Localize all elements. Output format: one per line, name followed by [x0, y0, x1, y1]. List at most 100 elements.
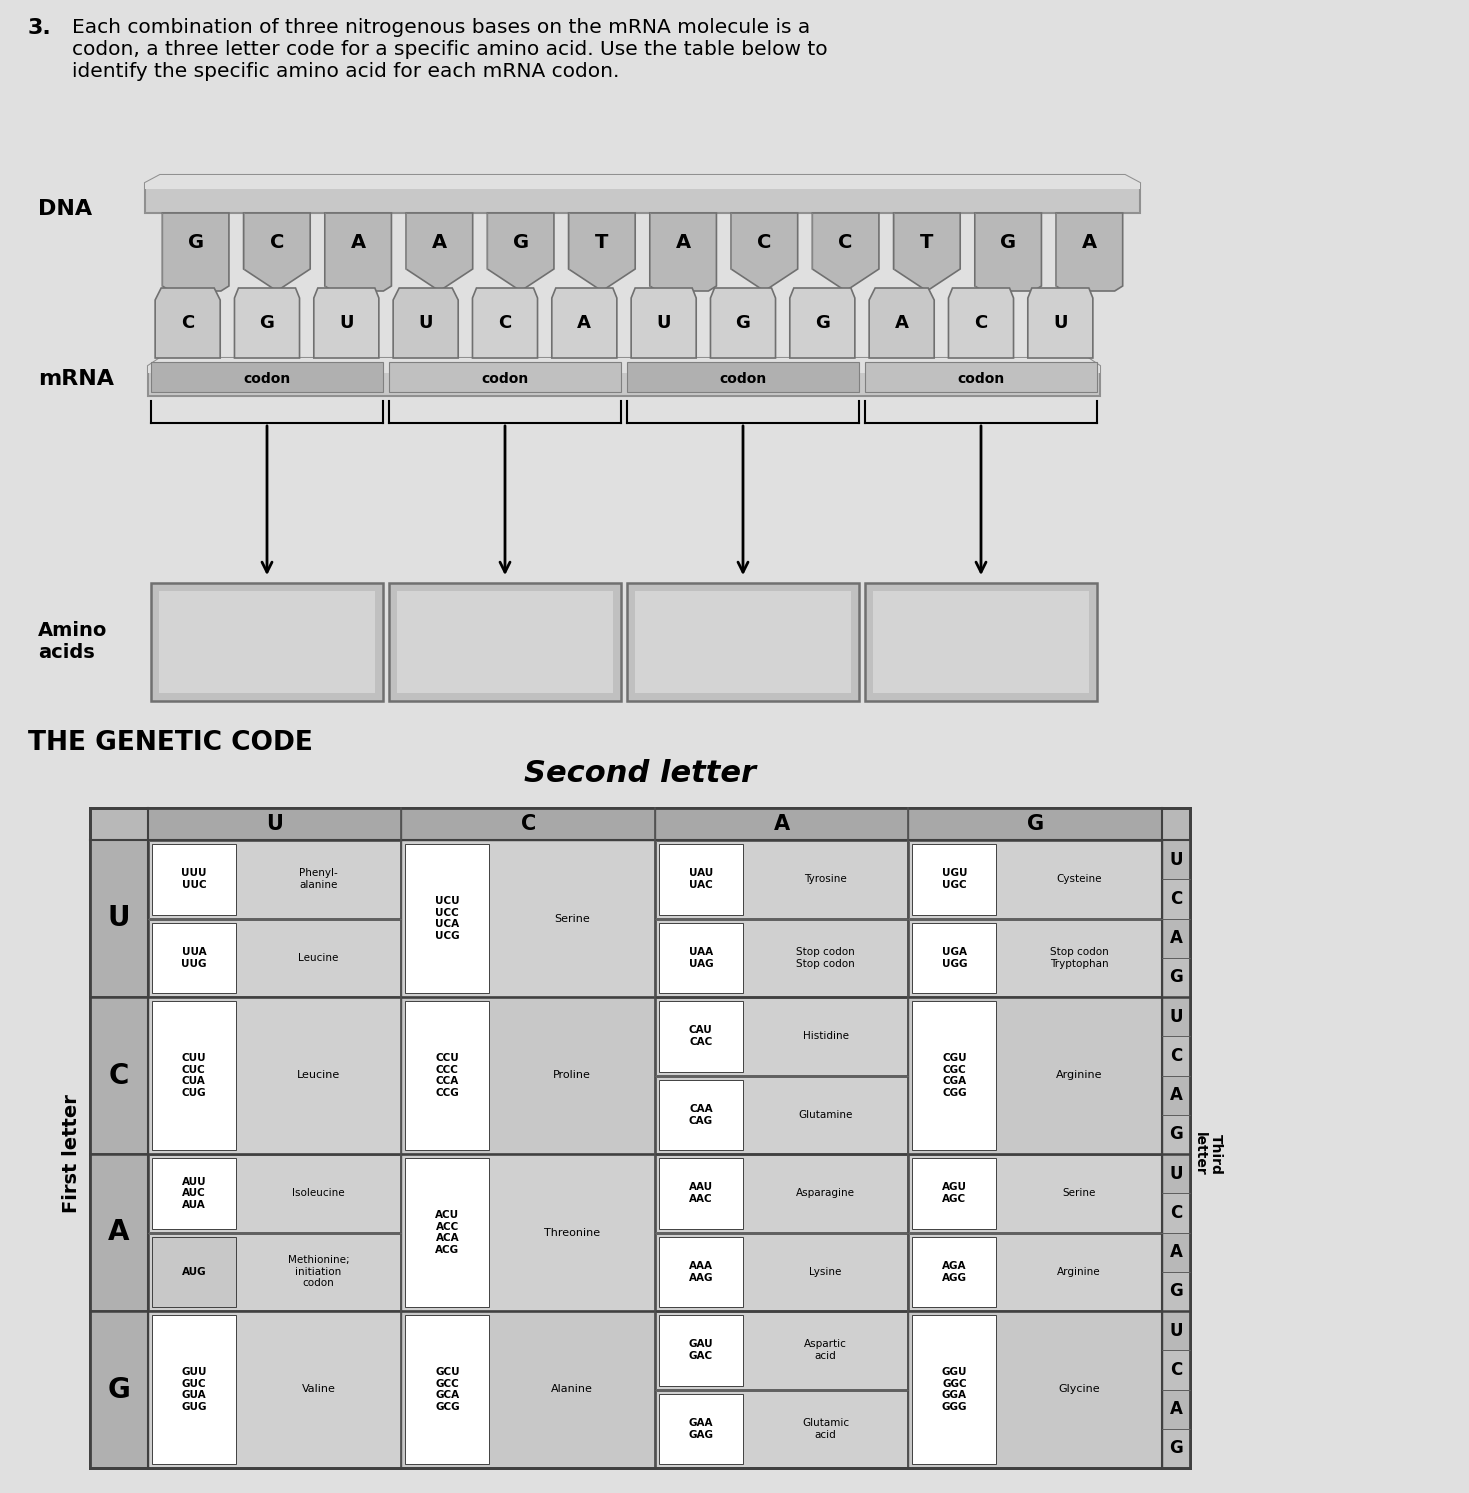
Text: Asparagine: Asparagine — [796, 1188, 855, 1199]
Text: C: C — [520, 814, 536, 835]
FancyBboxPatch shape — [657, 1233, 908, 1309]
Text: C: C — [974, 314, 987, 331]
FancyBboxPatch shape — [1162, 1154, 1190, 1193]
FancyBboxPatch shape — [660, 1079, 743, 1150]
Text: Phenyl-
alanine: Phenyl- alanine — [300, 869, 338, 890]
Polygon shape — [488, 213, 554, 291]
Polygon shape — [975, 213, 1042, 291]
FancyBboxPatch shape — [405, 1315, 489, 1465]
FancyBboxPatch shape — [1162, 1193, 1190, 1233]
FancyBboxPatch shape — [389, 582, 621, 702]
Text: G: G — [107, 1375, 131, 1403]
FancyBboxPatch shape — [151, 844, 235, 915]
FancyBboxPatch shape — [912, 1159, 996, 1229]
FancyBboxPatch shape — [908, 841, 1162, 997]
Text: Cysteine: Cysteine — [1056, 875, 1102, 884]
Text: Serine: Serine — [1062, 1188, 1096, 1199]
FancyBboxPatch shape — [90, 808, 1190, 1468]
Text: G: G — [188, 233, 204, 252]
Polygon shape — [148, 358, 1100, 396]
FancyBboxPatch shape — [405, 1000, 489, 1150]
Text: C: C — [1169, 1203, 1183, 1221]
Polygon shape — [405, 213, 473, 291]
Text: Leucine: Leucine — [298, 953, 339, 963]
Text: U: U — [107, 905, 131, 933]
Text: GAA
GAG: GAA GAG — [689, 1418, 714, 1439]
Polygon shape — [949, 288, 1014, 358]
Text: A: A — [774, 814, 790, 835]
Text: Arginine: Arginine — [1056, 1070, 1102, 1081]
FancyBboxPatch shape — [148, 1156, 401, 1232]
Polygon shape — [632, 288, 696, 358]
Text: A: A — [1081, 233, 1097, 252]
Text: A: A — [1169, 1400, 1183, 1418]
FancyBboxPatch shape — [1162, 1272, 1190, 1311]
Text: U: U — [1169, 1165, 1183, 1182]
Polygon shape — [1056, 213, 1122, 291]
Text: Aspartic
acid: Aspartic acid — [804, 1339, 848, 1362]
FancyBboxPatch shape — [148, 808, 1162, 841]
Text: UAA
UAG: UAA UAG — [689, 947, 712, 969]
FancyBboxPatch shape — [148, 1311, 401, 1468]
FancyBboxPatch shape — [401, 841, 655, 997]
Text: UCU
UCC
UCA
UCG: UCU UCC UCA UCG — [435, 896, 460, 941]
Text: AUU
AUC
AUA: AUU AUC AUA — [182, 1176, 206, 1209]
FancyBboxPatch shape — [909, 841, 1161, 918]
FancyBboxPatch shape — [151, 582, 383, 702]
Text: G: G — [815, 314, 830, 331]
FancyBboxPatch shape — [657, 997, 908, 1075]
Text: AAU
AAC: AAU AAC — [689, 1182, 712, 1203]
Text: Alanine: Alanine — [551, 1384, 593, 1394]
FancyBboxPatch shape — [151, 1159, 235, 1229]
FancyBboxPatch shape — [389, 361, 621, 393]
Polygon shape — [711, 288, 776, 358]
FancyBboxPatch shape — [1162, 957, 1190, 997]
FancyBboxPatch shape — [151, 1000, 235, 1150]
Polygon shape — [790, 288, 855, 358]
Text: A: A — [1169, 1085, 1183, 1105]
FancyBboxPatch shape — [1162, 918, 1190, 957]
Text: GUU
GUC
GUA
GUG: GUU GUC GUA GUG — [181, 1368, 207, 1412]
Text: A: A — [676, 233, 690, 252]
Text: 3.: 3. — [28, 18, 51, 37]
Text: Third
letter: Third letter — [1193, 1132, 1224, 1176]
FancyBboxPatch shape — [1162, 1350, 1190, 1390]
Polygon shape — [1028, 288, 1093, 358]
FancyBboxPatch shape — [655, 997, 908, 1154]
FancyBboxPatch shape — [401, 1311, 655, 1468]
Text: C: C — [839, 233, 853, 252]
Text: Glycine: Glycine — [1058, 1384, 1100, 1394]
Text: AUG: AUG — [182, 1266, 206, 1277]
FancyBboxPatch shape — [397, 591, 613, 693]
FancyBboxPatch shape — [657, 1390, 908, 1468]
Text: A: A — [895, 314, 909, 331]
Text: Proline: Proline — [554, 1070, 591, 1081]
FancyBboxPatch shape — [660, 1159, 743, 1229]
Text: Serine: Serine — [554, 914, 591, 924]
Text: U: U — [339, 314, 354, 331]
Polygon shape — [569, 213, 635, 291]
Text: Glutamine: Glutamine — [798, 1109, 853, 1120]
FancyBboxPatch shape — [657, 1156, 908, 1232]
Polygon shape — [244, 213, 310, 291]
Text: U: U — [1169, 1321, 1183, 1339]
Text: U: U — [1169, 851, 1183, 869]
Text: A: A — [1169, 929, 1183, 947]
Text: T: T — [920, 233, 934, 252]
Polygon shape — [893, 213, 961, 291]
Text: Glutamic
acid: Glutamic acid — [802, 1418, 849, 1439]
FancyBboxPatch shape — [1162, 1429, 1190, 1468]
FancyBboxPatch shape — [1162, 1233, 1190, 1272]
FancyBboxPatch shape — [151, 361, 383, 393]
FancyBboxPatch shape — [159, 591, 375, 693]
Polygon shape — [649, 213, 717, 291]
Text: Amino
acids: Amino acids — [38, 621, 107, 663]
FancyBboxPatch shape — [655, 841, 908, 997]
FancyBboxPatch shape — [90, 1311, 148, 1468]
Text: AGU
AGC: AGU AGC — [942, 1182, 967, 1203]
FancyBboxPatch shape — [90, 997, 148, 1154]
FancyBboxPatch shape — [627, 582, 859, 702]
FancyBboxPatch shape — [1162, 841, 1190, 879]
Text: Lysine: Lysine — [809, 1266, 842, 1277]
Text: A: A — [1169, 1244, 1183, 1262]
